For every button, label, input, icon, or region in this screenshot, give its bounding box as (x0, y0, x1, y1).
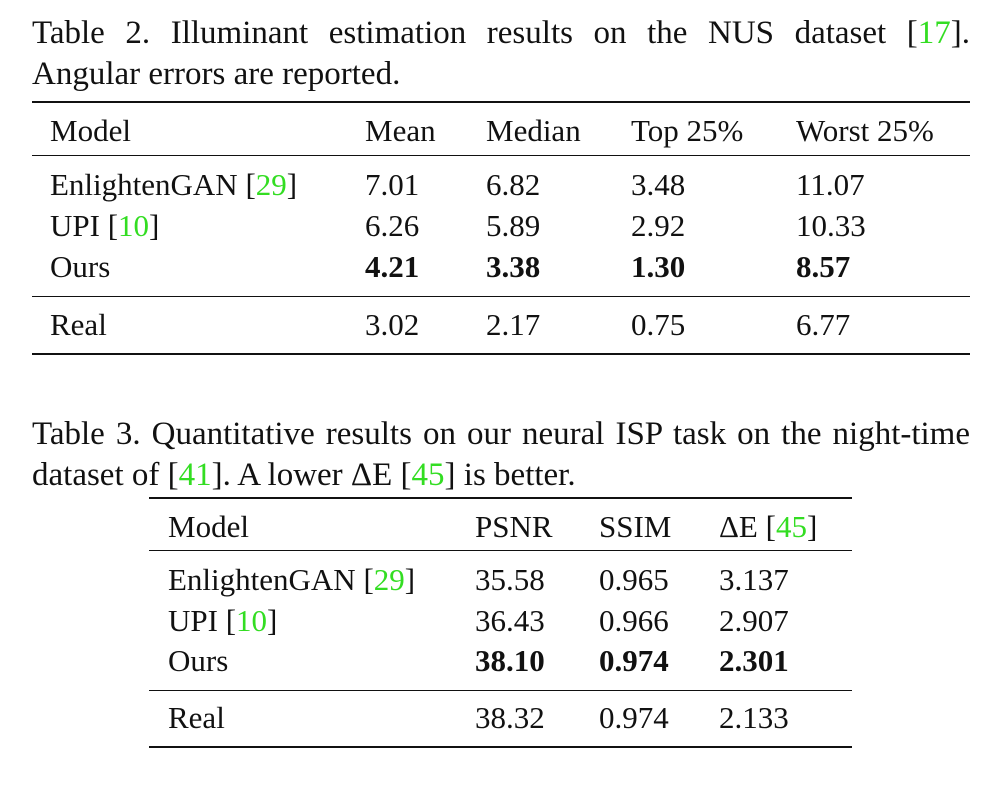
table-2-cell: 3.02 (365, 307, 420, 342)
table-3-cell: 38.32 (475, 700, 545, 735)
table-2-mid-rule (32, 296, 970, 297)
table-2-cell: 6.77 (796, 307, 851, 342)
table-3-best-cell: 38.10 (475, 643, 545, 678)
table-3-model-cell: UPI [10] (168, 603, 278, 638)
citation-link[interactable]: 17 (917, 15, 951, 51)
table-3-cell: 36.43 (475, 603, 545, 638)
table-2-top-rule (32, 101, 970, 103)
table-3-cell: 2.133 (719, 700, 789, 735)
table-2-model-cell: Real (50, 307, 107, 342)
citation-link[interactable]: 41 (178, 457, 212, 493)
table-3-cell: 0.966 (599, 603, 669, 638)
table-3-header-rule (149, 550, 852, 551)
table-2-cell: 0.75 (631, 307, 686, 342)
table-2-cell: 6.82 (486, 167, 541, 202)
table-3-model-cell: Ours (168, 643, 229, 678)
table-3-cell: 3.137 (719, 562, 789, 597)
table-2-header-top25: Top 25% (631, 113, 744, 148)
table-2-header-rule (32, 155, 970, 156)
citation-link[interactable]: 10 (118, 208, 150, 243)
table-2-header-model: Model (50, 113, 131, 148)
table-3-best-cell: 0.974 (599, 643, 669, 678)
table-3-header-model: Model (168, 509, 249, 544)
table-2-best-cell: 3.38 (486, 249, 541, 284)
table-3-header-ssim: SSIM (599, 509, 672, 544)
table-2-header-worst25: Worst 25% (796, 113, 934, 148)
caption-text: ] is better. (444, 457, 576, 493)
table-3-top-rule (149, 497, 852, 499)
table-2-bottom-rule (32, 353, 970, 355)
table-2-cell: 5.89 (486, 208, 541, 243)
table-2-cell: 11.07 (796, 167, 865, 202)
table-2-cell: 6.26 (365, 208, 420, 243)
table-3-cell: 0.965 (599, 562, 669, 597)
table-2-cell: 2.17 (486, 307, 541, 342)
citation-link[interactable]: 29 (373, 562, 405, 597)
table-2-cell: 3.48 (631, 167, 686, 202)
table-2-model-cell: Ours (50, 249, 111, 284)
table-2-cell: 7.01 (365, 167, 420, 202)
table-2-best-cell: 4.21 (365, 249, 420, 284)
table-2-best-cell: 1.30 (631, 249, 686, 284)
citation-link[interactable]: 45 (775, 509, 807, 544)
table-2-header-mean: Mean (365, 113, 436, 148)
caption-text: ]. A lower ΔE [ (211, 457, 412, 493)
citation-link[interactable]: 10 (236, 603, 268, 638)
table-3-header-psnr: PSNR (475, 509, 553, 544)
table-2-model-cell: UPI [10] (50, 208, 160, 243)
table-3-cell: 0.974 (599, 700, 669, 735)
table-2-caption: Table 2. Illuminant estimation results o… (32, 13, 970, 95)
caption-text: ]. Angular errors are reported. (32, 15, 970, 92)
table-3-header-delta-e: ΔE [45] (719, 509, 818, 544)
caption-text: Table 3. Quantitative results on our neu… (32, 416, 970, 493)
citation-link[interactable]: 45 (411, 457, 445, 493)
table-2-best-cell: 8.57 (796, 249, 851, 284)
table-3-cell: 2.907 (719, 603, 789, 638)
table-3-mid-rule (149, 690, 852, 691)
caption-text: Table 2. Illuminant estimation results o… (32, 15, 918, 51)
table-3-bottom-rule (149, 746, 852, 748)
table-2-model-cell: EnlightenGAN [29] (50, 167, 298, 202)
table-3-caption: Table 3. Quantitative results on our neu… (32, 414, 970, 496)
citation-link[interactable]: 29 (255, 167, 287, 202)
table-3-best-cell: 2.301 (719, 643, 789, 678)
table-3-model-cell: Real (168, 700, 225, 735)
table-2-header-median: Median (486, 113, 581, 148)
table-2-cell: 2.92 (631, 208, 686, 243)
table-3-cell: 35.58 (475, 562, 545, 597)
table-3-model-cell: EnlightenGAN [29] (168, 562, 416, 597)
table-2-cell: 10.33 (796, 208, 866, 243)
